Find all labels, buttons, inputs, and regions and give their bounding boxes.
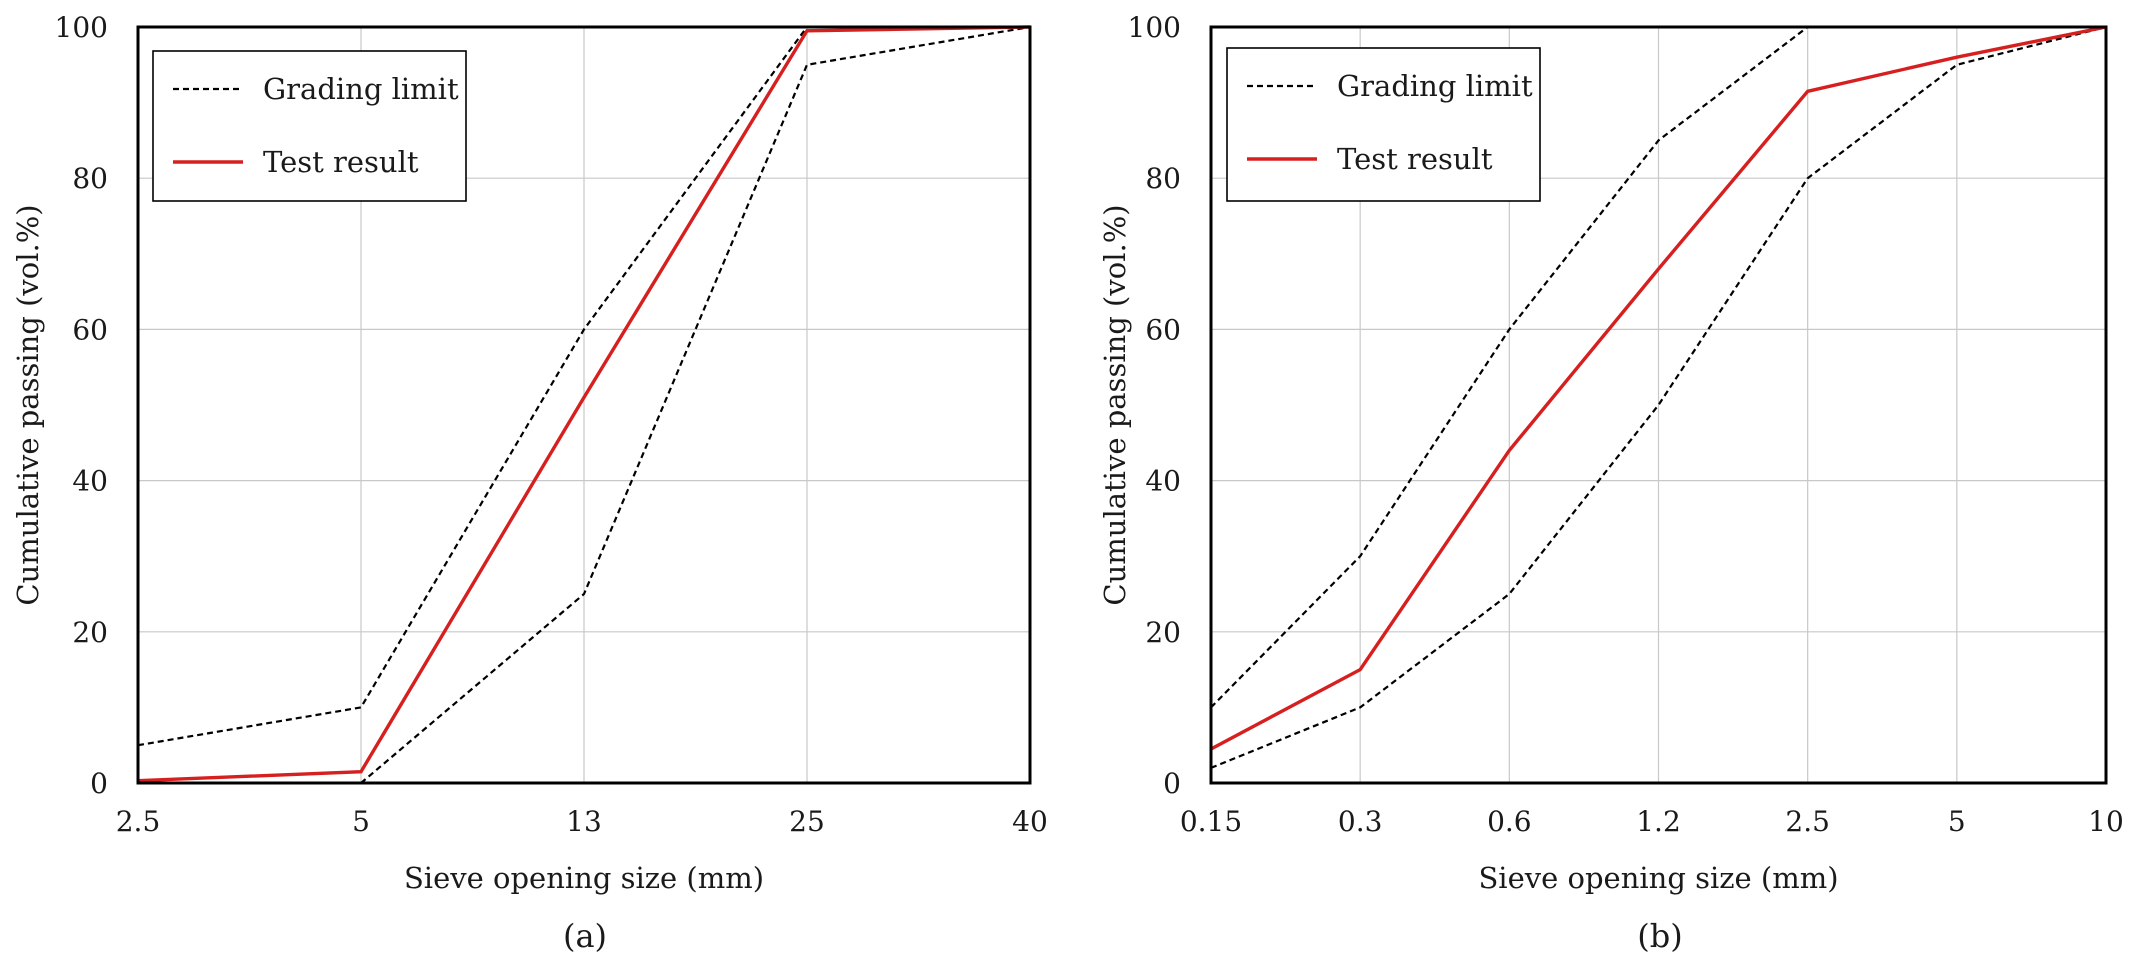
legend-box xyxy=(1226,47,1541,202)
y-tick-label: 80 xyxy=(1145,162,1181,195)
x-tick-label: 13 xyxy=(566,805,602,838)
x-tick-label: 5 xyxy=(1948,805,1966,838)
legend-label: Test result xyxy=(263,145,419,179)
y-tick-label: 20 xyxy=(1145,616,1181,649)
series-line-test-result xyxy=(137,25,1031,783)
y-tick-label: 100 xyxy=(55,11,108,44)
chart-panel-a: 2.5 5 13 25 40 0 20 40 60 80 100 Sieve opening size… xyxy=(11,11,1048,955)
plot-area-frame xyxy=(136,25,1032,785)
legend-box xyxy=(152,50,467,202)
x-tick-label: 2.5 xyxy=(116,805,161,838)
y-tick-label: 0 xyxy=(1163,767,1181,800)
x-tick-label: 40 xyxy=(1012,805,1048,838)
x-axis-title: Sieve opening size (mm) xyxy=(1478,861,1838,895)
y-tick-label: 0 xyxy=(90,767,108,800)
legend-label: Grading limit xyxy=(1337,69,1533,103)
series-line-grading-limit-upper xyxy=(1210,26,1809,709)
y-tick-label: 100 xyxy=(1128,11,1181,44)
legend: Grading limit Test result xyxy=(1226,47,1541,202)
panel-label: (a) xyxy=(563,917,607,955)
x-tick-label: 25 xyxy=(789,805,825,838)
x-tick-label: 5 xyxy=(352,805,370,838)
x-tick-label: 0.3 xyxy=(1338,805,1383,838)
y-axis-title: Cumulative passing (vol.%) xyxy=(1098,204,1132,605)
y-tick-label: 60 xyxy=(1145,313,1181,346)
plot-area-frame xyxy=(1209,25,2108,785)
y-tick-label: 40 xyxy=(72,465,108,498)
series-line-grading-limit-lower xyxy=(1210,25,2107,769)
y-tick-label: 40 xyxy=(1145,465,1181,498)
x-axis-title: Sieve opening size (mm) xyxy=(404,861,764,895)
x-tick-label: 2.5 xyxy=(1785,805,1830,838)
x-tick-label: 0.15 xyxy=(1180,805,1242,838)
x-tick-label: 1.2 xyxy=(1636,805,1681,838)
x-tick-label: 0.6 xyxy=(1487,805,1532,838)
panel-label: (b) xyxy=(1637,917,1682,955)
y-tick-label: 80 xyxy=(72,162,108,195)
y-axis-title: Cumulative passing (vol.%) xyxy=(11,204,45,605)
x-tick-label: 10 xyxy=(2088,805,2124,838)
y-tick-label: 20 xyxy=(72,616,108,649)
legend-label: Grading limit xyxy=(263,72,459,106)
y-tick-label: 60 xyxy=(72,313,108,346)
series-line-test-result xyxy=(1210,25,2107,751)
legend-label: Test result xyxy=(1337,142,1493,176)
legend: Grading limit Test result xyxy=(152,50,467,202)
